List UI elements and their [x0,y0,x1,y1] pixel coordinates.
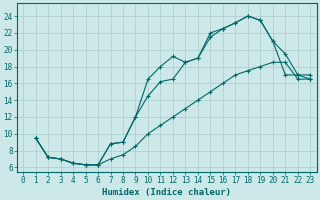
X-axis label: Humidex (Indice chaleur): Humidex (Indice chaleur) [102,188,231,197]
